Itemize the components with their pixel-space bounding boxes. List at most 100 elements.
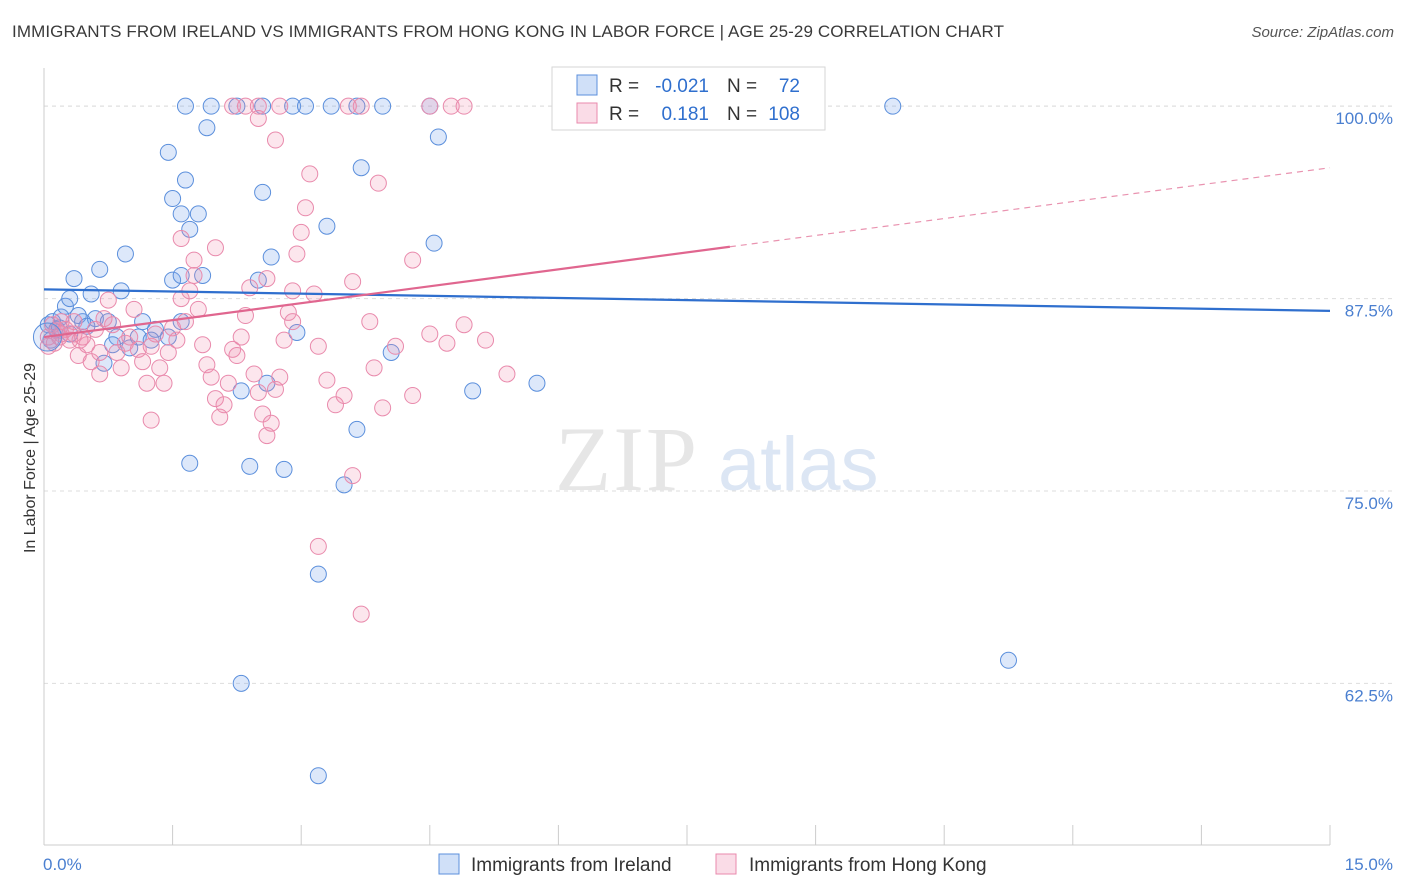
- point-ireland: [1000, 651, 1017, 669]
- point-hong-kong: [498, 365, 516, 383]
- bottom-legend-label-ireland: Immigrants from Ireland: [471, 855, 672, 876]
- trend-line-hong-kong-extension: [729, 167, 1331, 248]
- point-ireland: [296, 97, 314, 115]
- point-ireland: [254, 183, 272, 201]
- point-hong-kong: [258, 270, 276, 288]
- legend-box: R = -0.021 N = 72 R = 0.181 N = 108: [551, 66, 826, 131]
- point-ireland: [429, 128, 447, 146]
- point-hong-kong: [335, 387, 353, 405]
- point-hong-kong: [296, 199, 314, 217]
- point-ireland: [181, 220, 199, 238]
- point-hong-kong: [202, 368, 220, 386]
- point-ireland: [232, 382, 250, 400]
- legend-r-label-2: R =: [609, 104, 639, 125]
- point-ireland: [241, 457, 259, 475]
- point-hong-kong: [284, 282, 302, 300]
- point-hong-kong: [245, 365, 263, 383]
- point-hong-kong: [262, 414, 280, 432]
- point-hong-kong: [151, 359, 169, 377]
- point-hong-kong: [249, 97, 267, 115]
- point-ireland: [309, 767, 327, 785]
- point-ireland: [159, 143, 177, 161]
- point-ireland: [95, 354, 113, 372]
- point-ireland: [189, 205, 207, 223]
- point-hong-kong: [168, 331, 186, 349]
- point-hong-kong: [365, 359, 383, 377]
- point-hong-kong: [326, 396, 344, 414]
- point-hong-kong: [254, 405, 272, 423]
- point-hong-kong: [404, 387, 422, 405]
- point-hong-kong: [374, 399, 392, 417]
- point-ireland: [374, 97, 392, 115]
- trend-line-ireland: [43, 288, 1331, 312]
- point-ireland: [232, 674, 250, 692]
- point-hong-kong: [271, 97, 289, 115]
- point-hong-kong: [125, 300, 143, 318]
- x-tick-label-min: 0.0%: [43, 855, 82, 874]
- point-hong-kong: [176, 313, 194, 331]
- point-ireland: [176, 171, 194, 189]
- legend-r-label-1: R =: [609, 76, 639, 97]
- point-hong-kong: [344, 273, 362, 291]
- point-ireland: [275, 460, 293, 478]
- point-ireland: [172, 266, 190, 284]
- point-hong-kong: [387, 337, 405, 355]
- point-hong-kong: [421, 97, 439, 115]
- point-hong-kong: [91, 365, 109, 383]
- point-hong-kong: [155, 374, 173, 392]
- point-hong-kong: [442, 97, 460, 115]
- point-ireland: [352, 159, 370, 177]
- point-hong-kong: [104, 316, 122, 334]
- point-ireland: [262, 248, 280, 266]
- point-hong-kong: [99, 291, 117, 309]
- point-hong-kong: [271, 368, 289, 386]
- y-tick-label: 62.5%: [1345, 686, 1393, 705]
- point-ireland: [181, 454, 199, 472]
- point-ireland: [65, 270, 83, 288]
- trend-line-hong-kong: [43, 245, 731, 339]
- point-hong-kong: [121, 328, 139, 346]
- point-hong-kong: [185, 266, 203, 284]
- point-hong-kong: [82, 353, 100, 371]
- point-hong-kong: [146, 325, 164, 343]
- point-hong-kong: [95, 310, 113, 328]
- point-hong-kong: [138, 374, 156, 392]
- point-hong-kong: [318, 371, 336, 389]
- point-hong-kong: [404, 251, 422, 269]
- point-hong-kong: [215, 396, 233, 414]
- point-hong-kong: [206, 390, 224, 408]
- point-ireland: [194, 266, 212, 284]
- point-hong-kong: [275, 331, 293, 349]
- point-hong-kong: [232, 328, 250, 346]
- point-ireland: [56, 297, 74, 315]
- point-hong-kong: [228, 347, 246, 365]
- y-tick-label: 100.0%: [1335, 109, 1393, 128]
- legend-r-value-2: 0.181: [661, 104, 709, 125]
- point-hong-kong: [206, 239, 224, 257]
- point-ireland: [284, 97, 302, 115]
- point-hong-kong: [438, 334, 456, 352]
- point-hong-kong: [309, 337, 327, 355]
- point-ireland: [61, 290, 79, 308]
- chart-source: Source: ZipAtlas.com: [1251, 24, 1394, 41]
- point-hong-kong: [71, 331, 89, 349]
- data-points: [32, 97, 1017, 785]
- point-ireland: [104, 336, 122, 354]
- point-ireland: [91, 260, 109, 278]
- watermark-atlas: atlas: [718, 422, 879, 507]
- point-hong-kong: [194, 336, 212, 354]
- point-hong-kong: [369, 174, 387, 192]
- point-hong-kong: [249, 109, 267, 127]
- bottom-legend-label-hong-kong: Immigrants from Hong Kong: [749, 855, 987, 876]
- point-ireland: [288, 323, 306, 341]
- point-hong-kong: [112, 359, 130, 377]
- point-hong-kong: [159, 343, 177, 361]
- point-hong-kong: [224, 340, 242, 358]
- x-tick-label-max: 15.0%: [1345, 855, 1393, 874]
- point-ireland: [198, 119, 216, 137]
- point-ireland: [382, 343, 400, 361]
- bottom-legend-swatch-ireland: [438, 853, 460, 875]
- legend-n-label-2: N =: [727, 104, 757, 125]
- point-hong-kong: [352, 605, 370, 623]
- chart-title: IMMIGRANTS FROM IRELAND VS IMMIGRANTS FR…: [12, 22, 1005, 41]
